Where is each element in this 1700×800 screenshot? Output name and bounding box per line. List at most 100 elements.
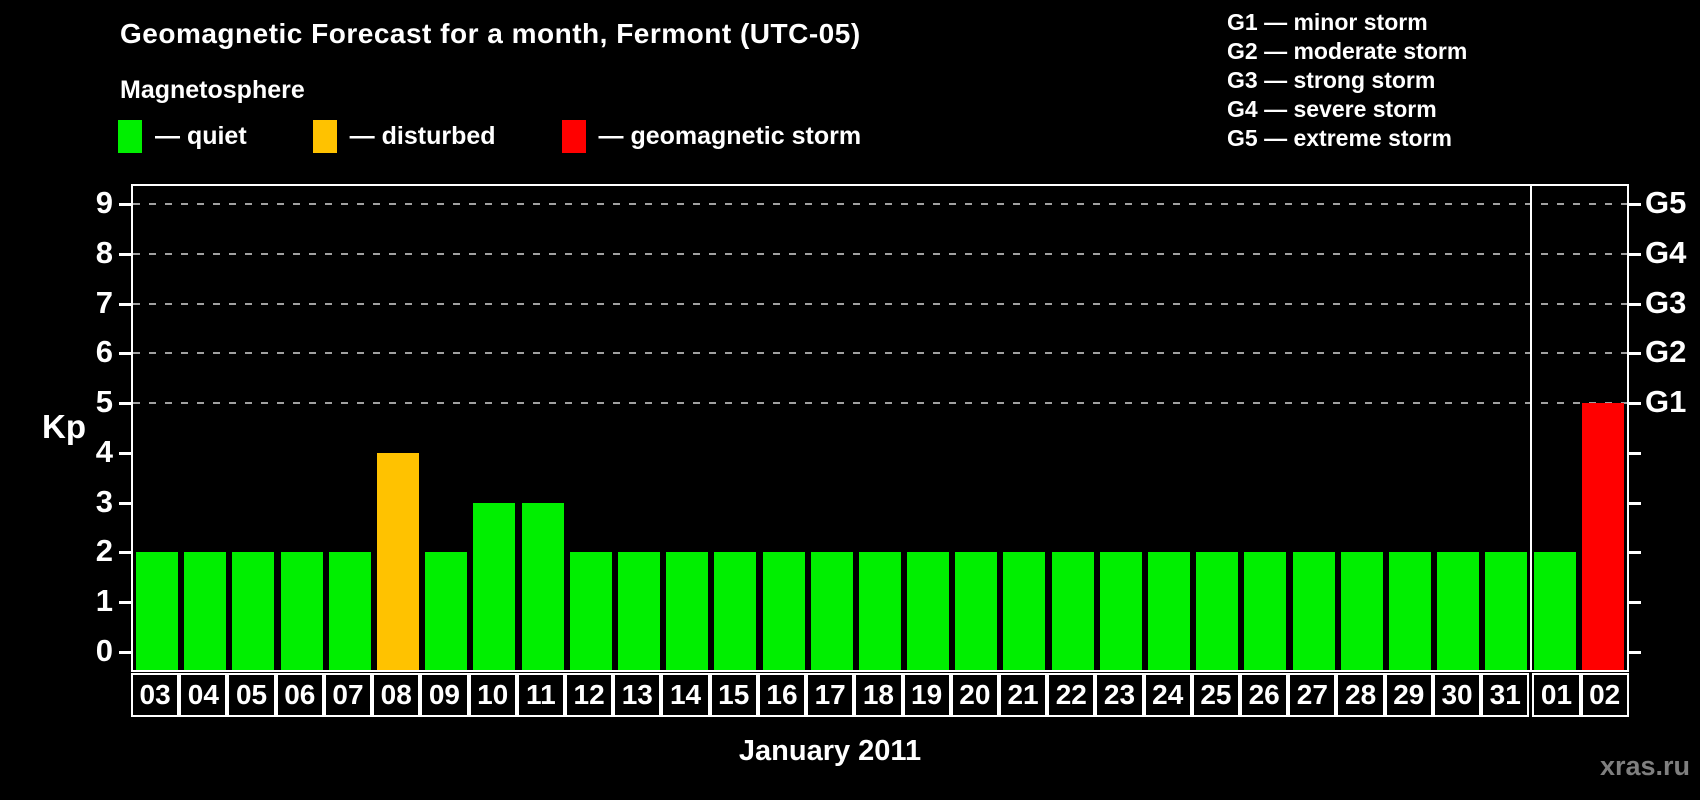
g-legend-line-4: G4 — severe storm [1227,96,1437,122]
plot-area: 0 1 2 3 4 5 6 7 8 9 G1 G2 G3 G4 G5 [96,184,1686,672]
storm-color-swatch [561,120,586,153]
magnetosphere-label: Magnetosphere [120,76,305,104]
bar-day-28 [1340,552,1383,670]
day-cell-15: 15 [709,673,758,717]
bar-day-10 [473,502,516,670]
bar-day-18 [858,552,901,670]
legend-item-disturbed: — disturbed [312,120,496,153]
watermark: xras.ru [1599,751,1690,781]
y-tick-left-8 [119,252,131,256]
g-scale-legend: G1 — minor storm G2 — moderate storm G3 — … [1227,8,1467,153]
color-legend: — quiet — disturbed — geomagnetic storm [118,120,927,153]
day-cell-27: 27 [1288,673,1337,717]
gridline-kp9 [133,203,1627,205]
y-tick-left-9 [119,203,131,206]
day-cell-28: 28 [1336,673,1385,717]
disturbed-color-swatch [312,120,337,153]
day-cell-23: 23 [1095,673,1144,717]
y-tick-right-1 [1629,601,1641,605]
day-cell-10: 10 [468,673,517,717]
y-tick-label-0: 0 [95,633,113,668]
bar-day-06 [280,552,323,670]
bar-day-16 [762,552,805,670]
bar-day-14 [666,552,709,670]
g-legend-line-1: G1 — minor storm [1227,9,1428,35]
legend-label-quiet: — quiet [155,122,247,150]
legend-item-storm: — geomagnetic storm [561,120,861,153]
day-cell-02: 02 [1580,673,1629,717]
bar-day-01 [1533,552,1576,670]
bar-day-25 [1196,552,1239,670]
g-axis-label-g3: G3 [1645,284,1687,320]
y-tick-label-2: 2 [95,533,113,569]
y-tick-right-6 [1629,352,1641,356]
y-tick-label-1: 1 [95,583,113,619]
day-cell-20: 20 [950,673,999,717]
y-tick-label-8: 8 [95,234,113,270]
y-tick-left-6 [119,352,131,356]
g-axis-label-g1: G1 [1645,384,1687,420]
day-cell-11: 11 [516,673,565,717]
y-tick-left-7 [119,302,131,306]
bar-day-11 [521,502,564,670]
bar-day-19 [907,552,950,670]
day-cell-06: 06 [275,673,324,717]
bar-day-17 [810,552,853,670]
y-tick-right-2 [1629,551,1641,555]
bar-day-08 [376,452,419,670]
day-cell-01: 01 [1532,673,1581,717]
y-tick-right-0 [1629,651,1641,654]
day-cell-03: 03 [131,673,180,717]
bar-day-30 [1437,552,1480,670]
day-cell-16: 16 [757,673,807,717]
y-tick-right-5 [1629,402,1641,406]
bar-day-31 [1485,552,1528,670]
y-tick-right-4 [1629,451,1641,455]
legend-label-disturbed: — disturbed [349,122,496,150]
day-cell-25: 25 [1191,673,1241,717]
day-cell-08: 08 [372,673,421,717]
g-axis-label-g5: G5 [1645,185,1687,220]
y-tick-left-3 [119,501,131,505]
day-cell-17: 17 [806,673,855,717]
bar-day-21 [1003,552,1046,670]
day-cell-09: 09 [420,673,469,717]
gridline-kp8 [133,252,1627,255]
day-cell-04: 04 [179,673,228,717]
day-cell-19: 19 [902,673,951,717]
y-tick-left-4 [119,451,131,455]
bar-day-04 [184,552,227,670]
y-tick-label-4: 4 [95,433,113,469]
y-tick-right-9 [1629,203,1641,206]
day-cell-18: 18 [854,673,903,717]
day-cell-24: 24 [1143,673,1192,717]
day-cell-14: 14 [661,673,710,717]
y-tick-right-8 [1629,252,1641,256]
y-tick-left-5 [119,402,131,406]
day-cell-13: 13 [613,673,662,717]
bar-day-15 [714,552,757,670]
gridline-kp6 [133,352,1627,355]
day-cell-12: 12 [564,673,614,717]
month-separator-line [1529,186,1532,670]
day-cell-21: 21 [998,673,1048,717]
y-tick-label-6: 6 [95,334,113,370]
bar-day-07 [328,552,371,670]
x-axis-month-label: January 2011 [738,735,922,767]
gridline-kp7 [133,302,1627,305]
legend-item-quiet: — quiet [118,120,247,153]
gridline-kp5 [133,402,1627,405]
y-tick-left-2 [119,551,131,555]
y-tick-label-7: 7 [95,284,113,320]
bar-day-27 [1292,552,1335,670]
day-cell-07: 07 [323,673,373,717]
y-tick-label-3: 3 [95,483,113,519]
day-cell-22: 22 [1047,673,1096,717]
g-legend-line-5: G5 — extreme storm [1227,125,1452,151]
g-legend-line-2: G2 — moderate storm [1227,38,1468,64]
y-tick-label-5: 5 [95,384,113,420]
y-tick-right-3 [1629,501,1641,505]
day-cell-05: 05 [227,673,276,717]
y-tick-left-0 [119,651,131,654]
